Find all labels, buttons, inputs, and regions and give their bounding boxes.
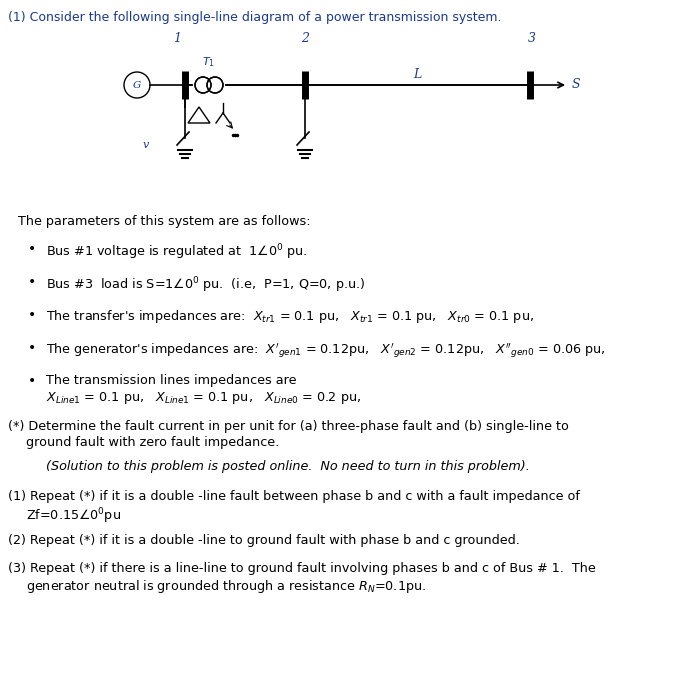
Text: •: • — [28, 242, 36, 256]
Text: Bus #3  load is S=$1\angle 0^0$ pu.  (i.e,  P=1, Q=0, p.u.): Bus #3 load is S=$1\angle 0^0$ pu. (i.e,… — [46, 275, 365, 295]
Text: (Solution to this problem is posted online.  No need to turn in this problem).: (Solution to this problem is posted onli… — [46, 460, 530, 473]
Text: Zf=0.15$\angle 0^0$pu: Zf=0.15$\angle 0^0$pu — [26, 506, 121, 526]
Text: The transmission lines impedances are: The transmission lines impedances are — [46, 374, 297, 387]
Text: S: S — [572, 79, 581, 91]
Text: The transfer's impedances are:  $X_{tr1}$ = 0.1 pu,   $X_{tr1}$ = 0.1 pu,   $X_{: The transfer's impedances are: $X_{tr1}$… — [46, 308, 534, 325]
Text: G: G — [133, 80, 141, 89]
Text: Bus #1 voltage is regulated at  $1\angle 0^0$ pu.: Bus #1 voltage is regulated at $1\angle … — [46, 242, 308, 261]
Text: The parameters of this system are as follows:: The parameters of this system are as fol… — [18, 215, 310, 228]
Text: (3) Repeat (*) if there is a line-line to ground fault involving phases b and c : (3) Repeat (*) if there is a line-line t… — [8, 562, 595, 575]
Text: (1) Consider the following single-line diagram of a power transmission system.: (1) Consider the following single-line d… — [8, 11, 502, 24]
Text: 2: 2 — [301, 32, 309, 45]
Text: $X_{Line1}$ = 0.1 pu,   $X_{Line1}$ = 0.1 pu,   $X_{Line0}$ = 0.2 pu,: $X_{Line1}$ = 0.1 pu, $X_{Line1}$ = 0.1 … — [46, 390, 361, 406]
Text: The generator's impedances are:  $X'_{gen1}$ = 0.12pu,   $X'_{gen2}$ = 0.12pu,  : The generator's impedances are: $X'_{gen… — [46, 341, 606, 360]
Text: 1: 1 — [173, 32, 181, 45]
Text: ground fault with zero fault impedance.: ground fault with zero fault impedance. — [26, 436, 279, 449]
Text: generator neutral is grounded through a resistance $R_N$=0.1pu.: generator neutral is grounded through a … — [26, 578, 426, 595]
Text: (2) Repeat (*) if it is a double -line to ground fault with phase b and c ground: (2) Repeat (*) if it is a double -line t… — [8, 534, 520, 547]
Text: 3: 3 — [528, 32, 536, 45]
Text: v: v — [143, 140, 149, 150]
Text: •: • — [28, 374, 36, 388]
Text: •: • — [28, 341, 36, 355]
Text: (*) Determine the fault current in per unit for (a) three-phase fault and (b) si: (*) Determine the fault current in per u… — [8, 420, 569, 433]
Text: $T_1$: $T_1$ — [202, 55, 215, 69]
Text: (1) Repeat (*) if it is a double -line fault between phase b and c with a fault : (1) Repeat (*) if it is a double -line f… — [8, 490, 580, 503]
Text: •: • — [28, 308, 36, 322]
Text: •: • — [28, 275, 36, 289]
Text: L: L — [413, 68, 421, 81]
